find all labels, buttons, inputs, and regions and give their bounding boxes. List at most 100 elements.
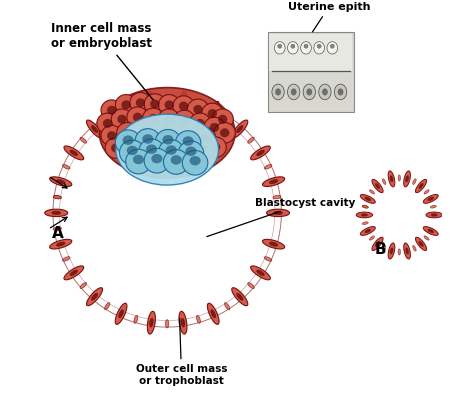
Ellipse shape [143,134,153,143]
Ellipse shape [180,116,189,125]
Ellipse shape [288,84,300,100]
Ellipse shape [201,103,223,124]
Ellipse shape [356,212,373,218]
Ellipse shape [123,136,134,145]
Text: A: A [52,225,64,241]
Ellipse shape [56,242,65,246]
Ellipse shape [264,165,272,169]
Ellipse shape [362,222,368,225]
Ellipse shape [111,109,133,129]
Ellipse shape [50,177,72,186]
Ellipse shape [362,205,368,208]
Ellipse shape [63,165,70,169]
Ellipse shape [232,120,248,138]
Ellipse shape [248,282,254,289]
FancyBboxPatch shape [268,32,354,112]
Ellipse shape [266,209,290,217]
Ellipse shape [405,248,409,254]
Ellipse shape [144,94,165,114]
Ellipse shape [165,98,169,106]
Ellipse shape [122,101,130,109]
Ellipse shape [138,127,147,136]
Ellipse shape [135,129,161,153]
Ellipse shape [152,154,162,163]
Ellipse shape [388,171,395,187]
Ellipse shape [139,139,164,163]
Ellipse shape [208,109,217,118]
Ellipse shape [53,195,62,199]
Ellipse shape [362,205,368,208]
Ellipse shape [53,227,62,230]
Ellipse shape [390,248,393,254]
Ellipse shape [303,84,316,100]
Ellipse shape [181,318,185,327]
Ellipse shape [194,127,216,148]
Ellipse shape [196,119,204,128]
Ellipse shape [360,227,375,235]
Ellipse shape [136,98,145,107]
Ellipse shape [330,44,334,48]
Ellipse shape [413,246,416,251]
Ellipse shape [146,145,157,154]
Ellipse shape [275,89,281,95]
Ellipse shape [193,105,202,114]
Ellipse shape [144,148,170,173]
Ellipse shape [154,129,163,137]
Ellipse shape [423,194,438,203]
Ellipse shape [150,100,159,109]
Ellipse shape [183,137,193,145]
Ellipse shape [164,115,173,124]
Ellipse shape [163,123,184,144]
Ellipse shape [338,89,343,95]
Ellipse shape [118,310,124,318]
Ellipse shape [118,108,124,116]
Ellipse shape [273,195,281,199]
Ellipse shape [419,183,423,189]
Ellipse shape [127,146,137,155]
Ellipse shape [187,99,209,120]
Ellipse shape [133,113,142,122]
Ellipse shape [273,211,283,215]
Ellipse shape [80,282,87,289]
Ellipse shape [127,141,136,150]
Ellipse shape [52,211,61,215]
Ellipse shape [415,179,427,193]
Ellipse shape [107,131,116,140]
Ellipse shape [205,137,226,158]
Text: B: B [374,242,386,257]
Ellipse shape [369,190,374,194]
Ellipse shape [208,303,219,324]
Ellipse shape [256,150,264,156]
Ellipse shape [225,303,230,310]
Ellipse shape [272,84,284,100]
Ellipse shape [178,141,204,166]
Text: Uterine epith: Uterine epith [288,2,371,32]
Ellipse shape [105,138,127,158]
Ellipse shape [189,113,211,134]
Ellipse shape [419,241,423,246]
Ellipse shape [116,114,219,185]
Text: Outer cell mass
or trophoblast: Outer cell mass or trophoblast [136,318,228,386]
Ellipse shape [251,266,270,280]
Ellipse shape [218,115,227,124]
Ellipse shape [263,177,285,186]
Ellipse shape [278,44,282,48]
Ellipse shape [101,125,122,146]
Ellipse shape [147,92,155,114]
Text: Blastocyst cavity: Blastocyst cavity [207,198,356,237]
Ellipse shape [237,293,243,300]
Ellipse shape [103,119,112,128]
Ellipse shape [179,311,187,334]
Ellipse shape [225,116,230,123]
Ellipse shape [212,109,233,129]
Ellipse shape [314,42,325,54]
Ellipse shape [186,147,196,156]
Ellipse shape [119,140,145,165]
Ellipse shape [211,143,220,151]
Ellipse shape [426,212,442,218]
Ellipse shape [158,95,180,115]
Ellipse shape [117,122,138,143]
Ellipse shape [63,257,70,261]
Ellipse shape [269,242,278,246]
Ellipse shape [375,241,380,246]
